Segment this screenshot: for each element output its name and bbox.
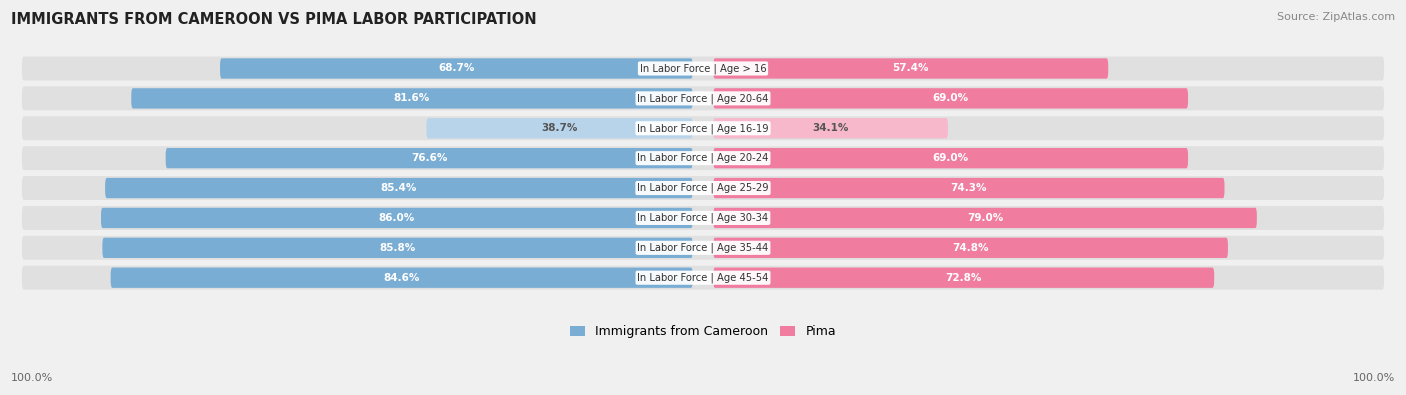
- FancyBboxPatch shape: [105, 178, 693, 198]
- FancyBboxPatch shape: [22, 56, 1384, 81]
- Text: 100.0%: 100.0%: [11, 373, 53, 383]
- Text: 86.0%: 86.0%: [378, 213, 415, 223]
- Text: IMMIGRANTS FROM CAMEROON VS PIMA LABOR PARTICIPATION: IMMIGRANTS FROM CAMEROON VS PIMA LABOR P…: [11, 12, 537, 27]
- Text: 69.0%: 69.0%: [932, 93, 969, 103]
- Text: 57.4%: 57.4%: [893, 64, 929, 73]
- FancyBboxPatch shape: [713, 88, 1188, 109]
- FancyBboxPatch shape: [713, 267, 1215, 288]
- Text: In Labor Force | Age 20-24: In Labor Force | Age 20-24: [637, 153, 769, 164]
- FancyBboxPatch shape: [22, 176, 1384, 200]
- FancyBboxPatch shape: [219, 58, 693, 79]
- FancyBboxPatch shape: [166, 148, 693, 168]
- FancyBboxPatch shape: [22, 87, 1384, 110]
- FancyBboxPatch shape: [22, 206, 1384, 230]
- FancyBboxPatch shape: [111, 267, 693, 288]
- FancyBboxPatch shape: [22, 236, 1384, 260]
- Text: 85.4%: 85.4%: [381, 183, 418, 193]
- Text: 81.6%: 81.6%: [394, 93, 430, 103]
- Text: Source: ZipAtlas.com: Source: ZipAtlas.com: [1277, 12, 1395, 22]
- FancyBboxPatch shape: [426, 118, 693, 138]
- Text: In Labor Force | Age 30-34: In Labor Force | Age 30-34: [637, 213, 769, 223]
- Text: 38.7%: 38.7%: [541, 123, 578, 133]
- FancyBboxPatch shape: [103, 238, 693, 258]
- Text: 79.0%: 79.0%: [967, 213, 1004, 223]
- FancyBboxPatch shape: [101, 208, 693, 228]
- FancyBboxPatch shape: [131, 88, 693, 109]
- Text: In Labor Force | Age 20-64: In Labor Force | Age 20-64: [637, 93, 769, 103]
- FancyBboxPatch shape: [22, 146, 1384, 170]
- Text: 74.3%: 74.3%: [950, 183, 987, 193]
- Text: In Labor Force | Age 35-44: In Labor Force | Age 35-44: [637, 243, 769, 253]
- FancyBboxPatch shape: [22, 266, 1384, 290]
- Text: In Labor Force | Age > 16: In Labor Force | Age > 16: [640, 63, 766, 74]
- FancyBboxPatch shape: [713, 118, 948, 138]
- FancyBboxPatch shape: [713, 58, 1108, 79]
- FancyBboxPatch shape: [713, 148, 1188, 168]
- Text: 100.0%: 100.0%: [1353, 373, 1395, 383]
- Text: 69.0%: 69.0%: [932, 153, 969, 163]
- Text: 85.8%: 85.8%: [380, 243, 416, 253]
- FancyBboxPatch shape: [713, 208, 1257, 228]
- FancyBboxPatch shape: [713, 178, 1225, 198]
- Text: 68.7%: 68.7%: [439, 64, 475, 73]
- Text: In Labor Force | Age 16-19: In Labor Force | Age 16-19: [637, 123, 769, 134]
- FancyBboxPatch shape: [713, 238, 1227, 258]
- Text: 76.6%: 76.6%: [411, 153, 447, 163]
- Legend: Immigrants from Cameroon, Pima: Immigrants from Cameroon, Pima: [565, 320, 841, 343]
- FancyBboxPatch shape: [22, 116, 1384, 140]
- Text: 72.8%: 72.8%: [946, 273, 981, 283]
- Text: 74.8%: 74.8%: [952, 243, 988, 253]
- Text: In Labor Force | Age 45-54: In Labor Force | Age 45-54: [637, 273, 769, 283]
- Text: In Labor Force | Age 25-29: In Labor Force | Age 25-29: [637, 183, 769, 193]
- Text: 84.6%: 84.6%: [384, 273, 420, 283]
- Text: 34.1%: 34.1%: [813, 123, 849, 133]
